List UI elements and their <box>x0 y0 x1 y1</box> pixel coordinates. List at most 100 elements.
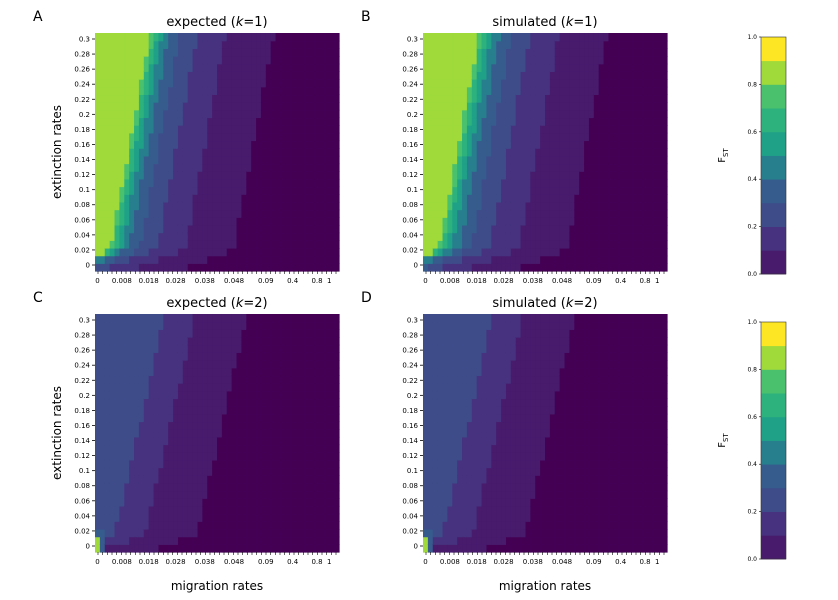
heatmap-cell <box>265 536 272 545</box>
heatmap-cell <box>579 201 585 211</box>
heatmap-cell <box>119 125 125 134</box>
heatmap-cell <box>182 71 189 80</box>
heatmap-cell <box>457 94 463 103</box>
heatmap-cell <box>285 544 291 553</box>
heatmap-cell <box>334 344 340 353</box>
heatmap-cell <box>192 56 199 65</box>
heatmap-cell <box>608 33 614 42</box>
heatmap-cell <box>182 86 189 96</box>
heatmap-cell <box>501 217 507 226</box>
heatmap-cell <box>627 132 634 142</box>
heatmap-cell <box>265 140 272 149</box>
heatmap-cell <box>623 263 629 272</box>
heatmap-cell <box>104 505 111 515</box>
heatmap-cell <box>221 224 228 234</box>
heatmap-cell <box>231 367 238 377</box>
heatmap-cell <box>182 429 189 438</box>
heatmap-cell <box>124 521 130 530</box>
y-tick-label: 0.26 <box>402 66 418 74</box>
heatmap-cell <box>270 240 277 249</box>
heatmap-cell <box>148 436 155 446</box>
heatmap-cell <box>510 102 517 111</box>
heatmap-cell <box>662 255 668 264</box>
heatmap-cell <box>647 232 653 241</box>
heatmap-cell <box>226 94 233 103</box>
heatmap-cell <box>569 247 575 257</box>
heatmap-cell <box>540 71 546 80</box>
heatmap-cell <box>173 536 179 545</box>
heatmap-cell <box>197 482 203 492</box>
heatmap-cell <box>124 56 130 65</box>
heatmap-cell <box>192 367 199 377</box>
heatmap-cell <box>452 148 458 157</box>
heatmap-cell <box>114 337 120 346</box>
heatmap-cell <box>299 459 306 469</box>
heatmap-cell <box>662 94 668 103</box>
heatmap-cell <box>241 79 247 88</box>
heatmap-cell <box>265 467 272 476</box>
heatmap-cell <box>598 94 605 103</box>
heatmap-cell <box>153 390 160 400</box>
heatmap-cell <box>256 86 262 96</box>
heatmap-cell <box>652 163 658 172</box>
heatmap-cell <box>314 444 321 453</box>
y-tick-label: 0.1 <box>79 467 90 475</box>
heatmap-cell <box>192 40 199 49</box>
heatmap-cell <box>457 217 463 226</box>
heatmap-cell <box>138 33 145 42</box>
heatmap-cell <box>270 482 277 492</box>
heatmap-cell <box>657 186 663 195</box>
heatmap-cell <box>314 344 321 353</box>
heatmap-cell <box>637 155 644 165</box>
heatmap-cell <box>260 178 267 188</box>
heatmap-cell <box>275 406 282 415</box>
heatmap-cell <box>256 536 262 545</box>
heatmap-cell <box>329 413 335 423</box>
heatmap-cell <box>423 201 429 211</box>
heatmap-cell <box>109 421 116 430</box>
heatmap-cell <box>207 383 213 392</box>
heatmap-cell <box>491 240 497 249</box>
heatmap-cell <box>481 217 488 226</box>
heatmap-cell <box>427 475 434 484</box>
heatmap-cell <box>275 513 282 522</box>
heatmap-cell <box>163 398 169 407</box>
heatmap-cell <box>295 224 301 234</box>
heatmap-cell <box>114 467 120 476</box>
heatmap-cell <box>138 48 145 57</box>
heatmap-cell <box>192 467 199 476</box>
heatmap-cell <box>246 475 252 484</box>
heatmap-cell <box>260 398 267 407</box>
heatmap-cell <box>148 40 155 49</box>
heatmap-cell <box>314 86 321 96</box>
heatmap-cell <box>256 209 262 218</box>
heatmap-cell <box>608 117 614 126</box>
heatmap-cell <box>510 94 517 103</box>
heatmap-cell <box>231 329 238 338</box>
heatmap-cell <box>309 171 316 180</box>
heatmap-cell <box>173 40 179 49</box>
heatmap-cell <box>134 521 140 530</box>
heatmap-cell <box>158 132 164 142</box>
heatmap-cell <box>246 390 252 400</box>
heatmap-cell <box>481 178 488 188</box>
heatmap-cell <box>603 125 610 134</box>
heatmap-cell <box>187 224 194 234</box>
heatmap-cell <box>285 383 291 392</box>
heatmap-cell <box>270 536 277 545</box>
heatmap-cell <box>501 94 507 103</box>
heatmap-cell <box>182 482 189 492</box>
heatmap-cell <box>647 186 653 195</box>
heatmap-cell <box>119 467 125 476</box>
heatmap-cell <box>290 498 296 507</box>
heatmap-panels: 00.020.040.060.080.10.120.140.160.180.20… <box>33 9 668 593</box>
heatmap-cell <box>260 344 267 353</box>
heatmap-cell <box>540 255 546 264</box>
heatmap-cell <box>207 367 213 377</box>
heatmap-cell <box>647 132 653 142</box>
heatmap-cell <box>212 224 218 234</box>
heatmap-cell <box>540 102 546 111</box>
heatmap-cell <box>309 436 316 446</box>
heatmap-cell <box>637 209 644 218</box>
heatmap-cell <box>329 140 335 149</box>
